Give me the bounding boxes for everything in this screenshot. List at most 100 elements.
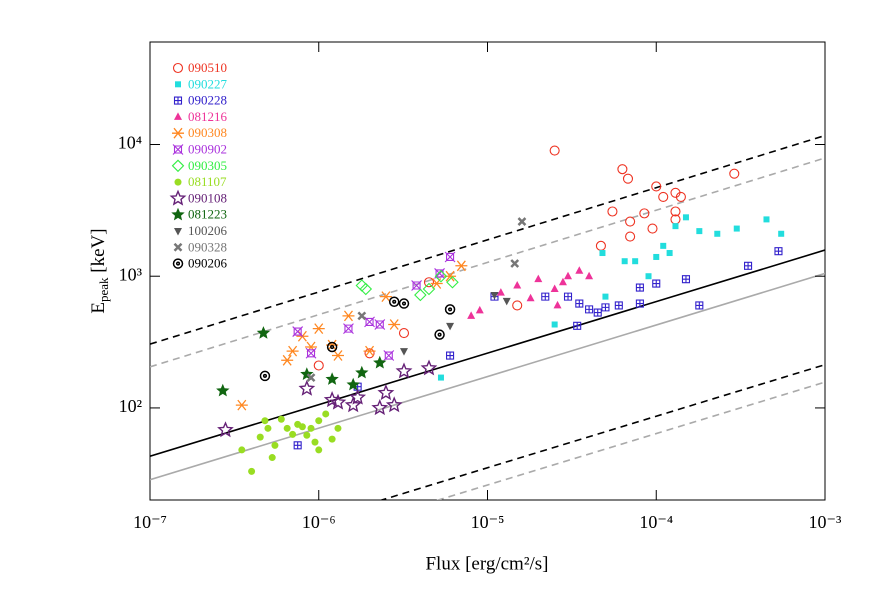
point: [602, 293, 609, 300]
point: [256, 326, 271, 339]
point: [729, 168, 740, 179]
point: [377, 384, 395, 401]
point: [414, 288, 427, 302]
point: [695, 301, 704, 310]
point: [744, 261, 753, 270]
point: [315, 417, 323, 425]
y-axis-label: Epeak [keV]: [88, 228, 111, 313]
point: [502, 297, 511, 306]
point: [593, 308, 602, 317]
legend-marker: [172, 144, 184, 155]
point: [331, 350, 344, 361]
legend-label: 081216: [188, 109, 228, 124]
point: [526, 293, 535, 302]
point: [475, 305, 484, 314]
point: [681, 275, 691, 284]
point: [315, 446, 323, 454]
point: [379, 291, 392, 303]
point: [322, 410, 330, 418]
point: [364, 316, 375, 328]
legend-marker: [173, 242, 183, 252]
point: [675, 191, 686, 202]
point: [259, 370, 271, 382]
y-tick-label: 10³: [119, 264, 143, 284]
point: [647, 223, 658, 234]
point: [385, 396, 403, 413]
point: [599, 250, 606, 257]
legend-marker: [172, 258, 184, 269]
legend-label: 090227: [188, 76, 228, 91]
point: [513, 281, 522, 289]
y-label-sub: peak: [96, 277, 111, 302]
point: [550, 284, 559, 292]
point: [434, 269, 448, 283]
model-line: [150, 134, 825, 345]
point: [645, 273, 652, 280]
point: [541, 292, 550, 301]
point: [553, 300, 562, 309]
point: [277, 415, 285, 423]
point: [585, 305, 594, 314]
legend-label: 081223: [188, 207, 227, 222]
point: [334, 424, 342, 432]
point: [682, 214, 689, 221]
point: [651, 181, 662, 192]
point: [298, 423, 306, 431]
x-axis-label: Flux [erg/cm²/s]: [425, 553, 548, 574]
legend-label: 090328: [188, 239, 227, 254]
point: [658, 191, 669, 202]
point: [635, 299, 644, 308]
point: [422, 282, 436, 296]
point: [289, 430, 297, 438]
point: [235, 399, 248, 411]
point: [357, 311, 367, 321]
point: [575, 299, 584, 308]
point: [635, 283, 644, 292]
point: [652, 279, 661, 288]
point: [344, 396, 362, 413]
point: [558, 277, 567, 286]
point: [444, 304, 456, 315]
x-tick-label: 10⁻⁵: [471, 512, 505, 532]
point: [306, 373, 316, 382]
point: [549, 145, 560, 156]
legend-label: 100206: [188, 223, 228, 238]
point: [517, 217, 527, 226]
point: [446, 275, 459, 289]
legend-label: 090206: [188, 256, 228, 271]
point: [305, 341, 318, 353]
point: [355, 365, 369, 379]
point: [573, 321, 582, 330]
point: [268, 454, 276, 462]
point: [778, 230, 785, 237]
plot-frame: [149, 41, 826, 501]
point: [625, 231, 636, 242]
point: [733, 225, 740, 232]
point: [343, 323, 354, 335]
point: [325, 372, 339, 385]
point: [395, 362, 413, 379]
point: [714, 230, 721, 237]
point: [349, 388, 367, 405]
point: [534, 274, 543, 283]
point: [264, 424, 272, 432]
x-tick-label: 10⁻⁶: [302, 512, 336, 532]
point: [496, 288, 505, 296]
point: [399, 348, 408, 356]
point: [323, 391, 341, 408]
point: [563, 292, 573, 301]
legend-label: 090902: [188, 141, 227, 156]
point: [359, 282, 373, 296]
point: [313, 360, 324, 371]
point: [238, 446, 246, 454]
model-line: [150, 272, 825, 481]
point: [371, 399, 389, 416]
point: [363, 345, 376, 357]
point: [653, 253, 660, 260]
legend-marker: [175, 81, 181, 88]
point: [383, 350, 395, 361]
legend-label: 081107: [188, 174, 227, 189]
point: [217, 421, 234, 438]
point: [398, 298, 410, 309]
